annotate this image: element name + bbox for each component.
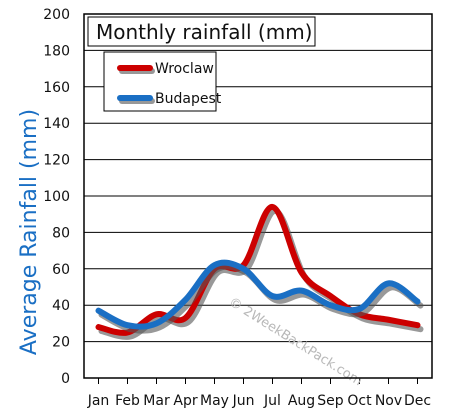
series-points-budapest [98, 264, 418, 326]
data-point-budapest [272, 295, 273, 297]
title-box-border [87, 16, 316, 47]
x-tick-label: Apr [173, 393, 197, 409]
x-tick-label: Mar [143, 393, 170, 409]
y-tick-label: 100 [43, 189, 70, 205]
y-axis-label: Average Rainfall (mm) [17, 109, 42, 355]
series-line-budapest [95, 259, 421, 330]
chart-title: Monthly rainfall (mm) [96, 20, 312, 44]
x-tick-label: Sep [317, 393, 344, 409]
x-tick-label: Nov [375, 393, 402, 409]
data-point-budapest [243, 268, 244, 270]
series-layer [95, 203, 424, 340]
y-tick-label: 60 [52, 262, 70, 278]
y-tick-label: 120 [43, 153, 70, 169]
data-point-wroclaw [417, 324, 418, 326]
data-point-budapest [214, 264, 215, 266]
plot-frame [83, 13, 433, 379]
data-point-budapest [127, 324, 128, 326]
data-point-budapest [98, 310, 99, 312]
legend-label-budapest: Budapest [155, 91, 222, 107]
data-point-budapest [301, 290, 302, 292]
y-tick-label: 180 [43, 43, 70, 59]
data-point-wroclaw [127, 332, 128, 333]
data-point-wroclaw [185, 317, 186, 319]
y-tick-label: 0 [61, 371, 70, 387]
y-tick-label: 40 [52, 298, 70, 314]
data-point-wroclaw [301, 271, 302, 273]
title-box: Monthly rainfall (mm) [87, 16, 316, 47]
data-point-wroclaw [388, 319, 389, 321]
x-tick-label: Jun [232, 393, 255, 409]
x-tick-label: May [200, 393, 229, 409]
data-point-wroclaw [272, 206, 273, 208]
x-tick-label: Aug [288, 393, 315, 409]
x-tick-label: Jan [87, 393, 110, 409]
y-tick-label: 80 [52, 225, 70, 241]
x-tick-label: Dec [404, 393, 431, 409]
data-point-budapest [156, 322, 157, 324]
data-point-budapest [388, 282, 389, 284]
x-tick-label: Oct [347, 393, 372, 409]
y-tick-label: 140 [43, 116, 70, 132]
legend: Wroclaw Budapest [103, 51, 222, 112]
data-point-wroclaw [156, 313, 157, 315]
y-tick-labels: 0 20 40 60 80 100 120 140 160 180 200 [43, 7, 70, 387]
y-tick-label: 200 [43, 7, 70, 23]
x-tick-label: Feb [115, 393, 140, 409]
x-tick-label: Jul [263, 393, 281, 409]
x-tick-labels: Jan Feb Mar Apr May Jun Jul Aug Sep Oct Nov Dec [87, 378, 431, 409]
data-point-budapest [330, 304, 331, 306]
data-point-budapest [359, 308, 360, 310]
data-point-wroclaw [98, 326, 99, 328]
y-tick-label: 20 [52, 335, 70, 351]
data-point-budapest [185, 299, 186, 301]
legend-label-wroclaw: Wroclaw [155, 61, 214, 77]
data-point-budapest [417, 301, 418, 303]
data-point-wroclaw [330, 295, 331, 297]
y-tick-label: 160 [43, 80, 70, 96]
